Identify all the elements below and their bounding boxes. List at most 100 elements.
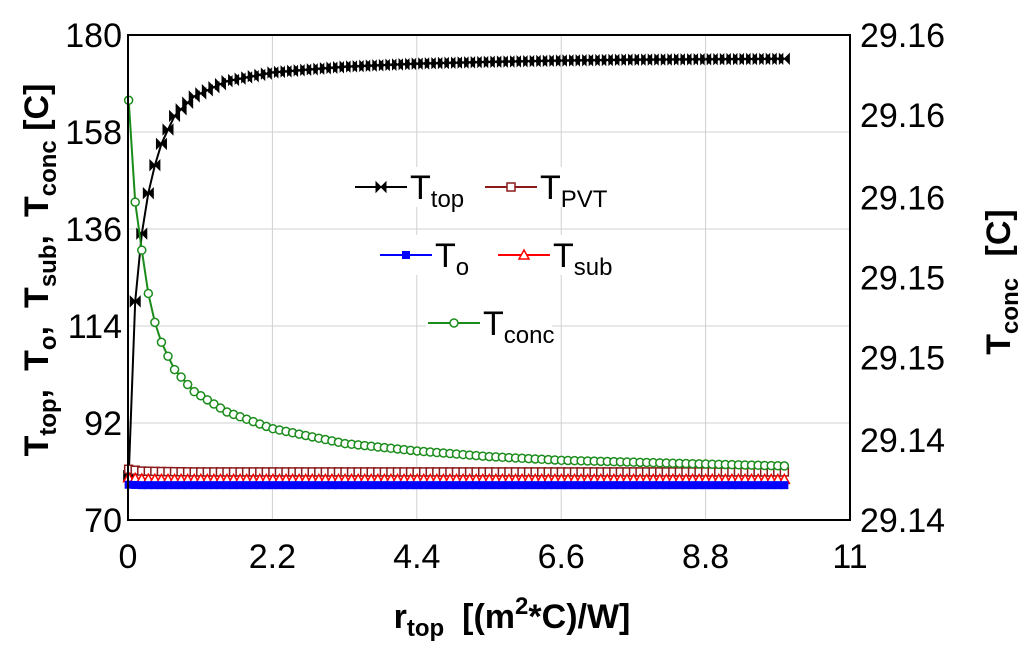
- data-point-T_o: [754, 481, 763, 490]
- data-point-T_o: [563, 481, 572, 490]
- grid: [128, 35, 850, 520]
- data-point-T_conc: [137, 245, 147, 255]
- data-point-T_o: [236, 481, 245, 490]
- data-point-T_o: [373, 481, 382, 490]
- data-point-T_o: [268, 481, 277, 490]
- data-point-T_o: [216, 481, 225, 490]
- data-point-T_o: [544, 481, 553, 490]
- y-left-label-sub: o: [35, 335, 62, 350]
- data-point-T_o: [537, 481, 546, 490]
- y-left-label-main: T: [18, 350, 56, 371]
- data-point-T_o: [675, 481, 684, 490]
- data-point-T_top: [778, 52, 790, 66]
- data-point-T_o: [308, 481, 317, 490]
- data-point-T_o: [478, 481, 487, 490]
- y-right-tick-label: 29.14: [860, 502, 945, 540]
- data-point-T_o: [354, 481, 363, 490]
- x-label-sub: top: [407, 615, 444, 642]
- data-point-T_o: [472, 481, 481, 490]
- data-point-T_o: [321, 481, 330, 490]
- y-right-tick-label: 29.15: [860, 260, 945, 298]
- data-point-T_o: [557, 481, 566, 490]
- data-point-T_o: [360, 481, 369, 490]
- y-left-label-sub: conc: [35, 140, 62, 196]
- x-tick-label: 6.6: [538, 538, 585, 576]
- x-tick-label: 4.4: [393, 538, 440, 576]
- data-point-T_o: [386, 481, 395, 490]
- data-point-T_o: [524, 481, 533, 490]
- legend-label-main: T: [435, 237, 456, 275]
- y-left-label-sep: [C]: [18, 84, 56, 141]
- data-point-T_o: [629, 481, 638, 490]
- data-point-T_o: [334, 481, 343, 490]
- data-point-T_o: [741, 481, 750, 490]
- data-point-T_o: [616, 481, 625, 490]
- data-point-T_o: [668, 481, 677, 490]
- data-point-T_o: [347, 481, 356, 490]
- legend-label-sub: top: [431, 186, 464, 213]
- x-tick-label: 11: [832, 538, 867, 576]
- data-point-T_o: [583, 481, 592, 490]
- data-point-T_o: [701, 481, 710, 490]
- data-point-T_o: [426, 481, 435, 490]
- data-point-T_o: [327, 481, 336, 490]
- data-point-T_conc: [143, 288, 154, 299]
- data-point-T_o: [465, 481, 474, 490]
- data-point-T_o: [445, 481, 454, 490]
- data-point-T_o: [249, 481, 258, 490]
- data-point-T_o: [144, 481, 153, 490]
- data-point-T_o: [177, 481, 186, 490]
- x-tick-label: 2.2: [249, 538, 296, 576]
- y-left-tick-label: 136: [65, 211, 122, 249]
- x-axis-label: rtop [(m2*C)/W]: [394, 593, 631, 642]
- data-point-T_o: [721, 481, 730, 490]
- series-layer: [122, 52, 791, 490]
- x-label-main: r: [394, 598, 407, 636]
- data-point-T_o: [688, 481, 697, 490]
- data-point-T_o: [452, 481, 461, 490]
- data-point-T_o: [649, 481, 658, 490]
- legend-item-T_top: Ttop: [353, 167, 479, 213]
- data-point-T_o: [714, 481, 723, 490]
- data-point-T_o: [380, 481, 389, 490]
- legend-marker: [517, 248, 531, 260]
- y-left-tick-label: 114: [68, 308, 122, 346]
- y-left-label-sep: ,: [18, 326, 56, 335]
- data-point-T_o: [642, 481, 651, 490]
- data-point-T_o: [682, 481, 691, 490]
- data-point-T_o: [157, 481, 166, 490]
- data-point-T_conc: [156, 337, 167, 348]
- data-point-T_conc: [182, 379, 193, 390]
- y-right-label-units: [C]: [980, 209, 1018, 266]
- data-point-T_top: [149, 158, 161, 172]
- legend-marker: [506, 182, 516, 192]
- data-point-T_o: [760, 481, 769, 490]
- data-point-T_o: [150, 481, 159, 490]
- legend-marker: [402, 251, 410, 259]
- data-point-T_o: [163, 481, 172, 490]
- data-point-T_conc: [150, 317, 160, 328]
- data-point-T_conc: [196, 391, 206, 401]
- data-point-T_o: [190, 481, 199, 490]
- x-label-units-sup: 2: [515, 593, 528, 620]
- y-left-label-main: T: [18, 287, 56, 308]
- data-point-T_o: [341, 481, 350, 490]
- y-right-tick-label: 29.15: [860, 340, 945, 378]
- x-tick-label: 8.8: [682, 538, 729, 576]
- y-left-tick-label: 70: [84, 502, 122, 540]
- data-point-T_o: [223, 481, 232, 490]
- data-point-T_o: [550, 481, 559, 490]
- legend-item-T_sub: Tsub: [496, 235, 622, 281]
- legend-label-main: T: [553, 237, 574, 275]
- data-point-T_o: [727, 481, 736, 490]
- legend-label-main: T: [483, 305, 504, 343]
- y-right-tick-label: 29.16: [860, 179, 945, 217]
- data-point-T_o: [439, 481, 448, 490]
- y-right-tick-labels: 29.14 29.14 29.15 29.15 29.16 29.16 29.16: [860, 17, 945, 540]
- y-axis-left-label: Ttop, To, Tsub, Tconc [C]: [18, 84, 62, 457]
- data-point-T_conc: [176, 372, 186, 382]
- data-point-T_o: [780, 481, 789, 490]
- y-left-label-sub: top: [35, 398, 62, 435]
- data-point-T_o: [459, 481, 468, 490]
